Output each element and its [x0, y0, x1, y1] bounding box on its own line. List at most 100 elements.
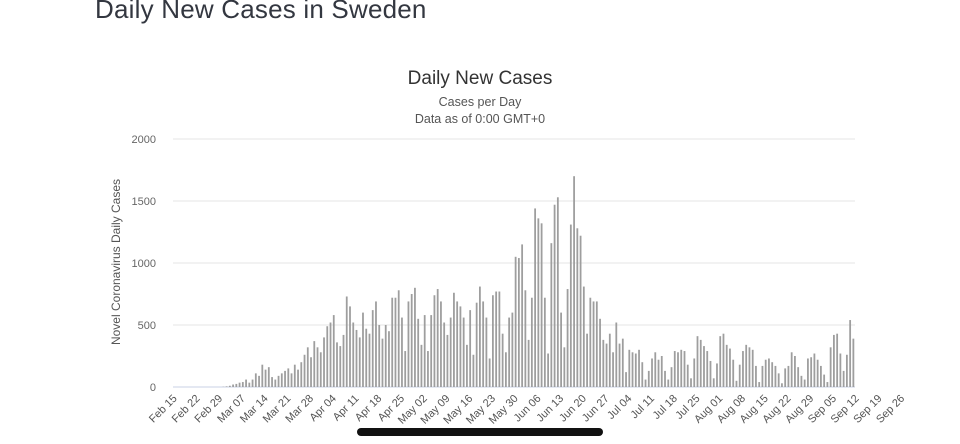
bar[interactable]	[329, 322, 332, 387]
bar[interactable]	[797, 367, 800, 387]
bar[interactable]	[677, 352, 679, 387]
bar[interactable]	[521, 244, 524, 387]
bar[interactable]	[833, 334, 835, 387]
bar[interactable]	[589, 297, 592, 387]
scroll-indicator[interactable]	[357, 428, 603, 436]
bar[interactable]	[492, 295, 494, 387]
bar[interactable]	[264, 369, 267, 387]
bar[interactable]	[654, 352, 657, 387]
bar[interactable]	[748, 347, 751, 387]
bar[interactable]	[605, 343, 608, 387]
bar[interactable]	[462, 317, 465, 387]
bar[interactable]	[498, 291, 501, 387]
bar[interactable]	[277, 375, 280, 387]
bar[interactable]	[504, 352, 507, 387]
bar[interactable]	[667, 379, 670, 387]
bar[interactable]	[287, 368, 290, 387]
bar[interactable]	[443, 322, 446, 387]
bar[interactable]	[784, 368, 787, 387]
bar[interactable]	[336, 342, 338, 387]
bar[interactable]	[696, 336, 699, 387]
bar[interactable]	[352, 322, 355, 387]
bar[interactable]	[566, 289, 569, 387]
bar[interactable]	[381, 338, 384, 387]
bar[interactable]	[582, 286, 585, 387]
bar[interactable]	[628, 349, 631, 387]
bar[interactable]	[410, 294, 413, 387]
bar[interactable]	[514, 256, 517, 387]
bar[interactable]	[388, 331, 390, 387]
bar[interactable]	[433, 295, 436, 387]
bar[interactable]	[420, 344, 423, 387]
bar[interactable]	[436, 289, 439, 387]
bar[interactable]	[826, 382, 829, 387]
bar[interactable]	[423, 315, 426, 387]
bar[interactable]	[384, 325, 387, 387]
bar[interactable]	[310, 357, 312, 387]
bar[interactable]	[703, 346, 705, 387]
bar[interactable]	[829, 347, 832, 387]
bar[interactable]	[686, 364, 689, 387]
bar[interactable]	[683, 351, 686, 387]
bar[interactable]	[680, 349, 683, 387]
bar[interactable]	[751, 349, 754, 387]
bar[interactable]	[469, 310, 472, 387]
bar[interactable]	[404, 351, 407, 387]
bar[interactable]	[245, 379, 247, 387]
bar[interactable]	[313, 341, 316, 387]
bar[interactable]	[332, 315, 335, 387]
bar[interactable]	[524, 290, 527, 387]
bar[interactable]	[820, 365, 822, 387]
bar[interactable]	[527, 339, 530, 387]
bar[interactable]	[576, 228, 579, 387]
bar[interactable]	[761, 365, 764, 387]
bar[interactable]	[326, 326, 329, 387]
bar[interactable]	[430, 315, 433, 387]
bar[interactable]	[836, 333, 839, 387]
bar[interactable]	[787, 365, 790, 387]
bar[interactable]	[488, 358, 491, 387]
bar[interactable]	[712, 378, 715, 387]
bar[interactable]	[816, 359, 819, 387]
bar[interactable]	[501, 333, 504, 387]
bar[interactable]	[725, 344, 728, 387]
bar[interactable]	[657, 359, 660, 387]
bar[interactable]	[232, 384, 234, 387]
bar[interactable]	[303, 354, 306, 387]
bar[interactable]	[693, 358, 696, 387]
bar[interactable]	[599, 318, 601, 387]
bar[interactable]	[248, 382, 251, 387]
bar[interactable]	[466, 344, 468, 387]
bar[interactable]	[228, 385, 231, 387]
bar[interactable]	[664, 370, 666, 387]
bar[interactable]	[456, 301, 459, 387]
bar[interactable]	[238, 382, 241, 387]
bar[interactable]	[482, 301, 485, 387]
bar[interactable]	[349, 306, 351, 387]
bar[interactable]	[644, 379, 647, 387]
bar[interactable]	[839, 353, 842, 387]
bar[interactable]	[355, 329, 358, 387]
bar[interactable]	[774, 365, 777, 387]
bar[interactable]	[631, 352, 634, 387]
bar[interactable]	[638, 349, 640, 387]
bar[interactable]	[235, 383, 238, 387]
bar[interactable]	[440, 301, 442, 387]
bar[interactable]	[608, 333, 611, 387]
bar[interactable]	[427, 351, 429, 387]
bar[interactable]	[794, 356, 796, 387]
bar[interactable]	[573, 176, 575, 387]
bar[interactable]	[391, 297, 394, 387]
bar[interactable]	[251, 379, 254, 387]
bar[interactable]	[543, 297, 546, 387]
bar[interactable]	[508, 317, 511, 387]
bar[interactable]	[472, 354, 475, 387]
bar[interactable]	[459, 306, 462, 387]
bar[interactable]	[755, 365, 757, 387]
bar[interactable]	[742, 351, 744, 387]
bar[interactable]	[849, 320, 852, 387]
bar[interactable]	[553, 204, 556, 387]
bar[interactable]	[745, 344, 748, 387]
bar[interactable]	[729, 348, 731, 387]
bar[interactable]	[709, 360, 712, 387]
